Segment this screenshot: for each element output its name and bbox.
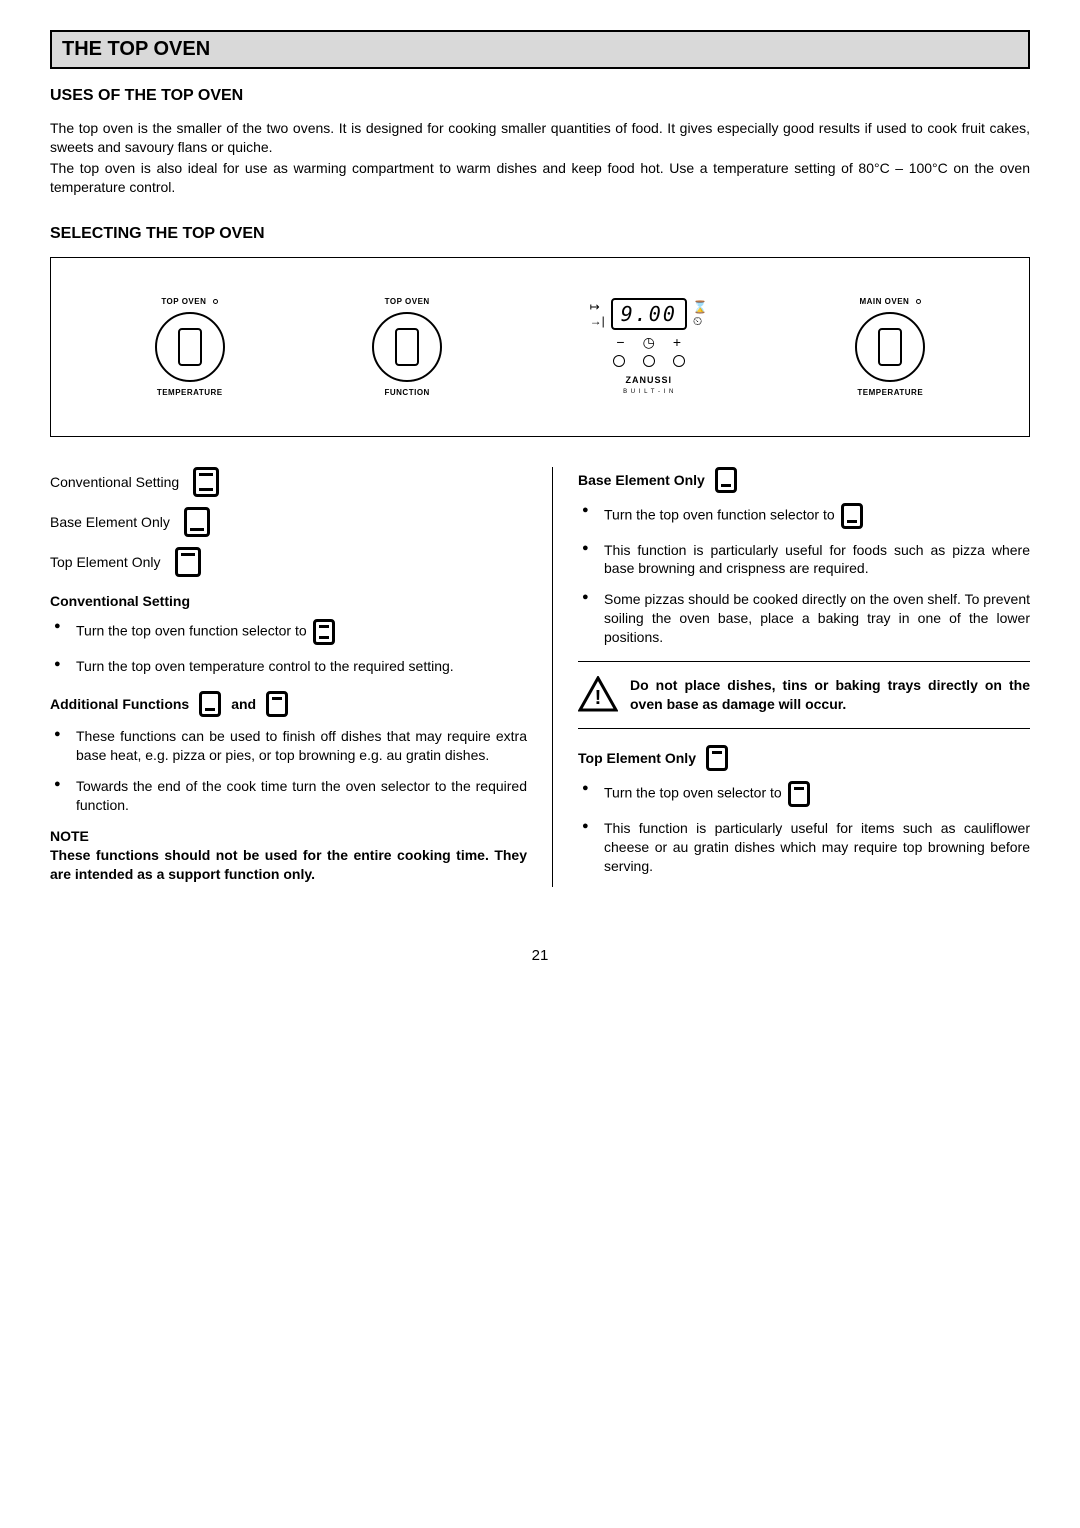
intro-para-2: The top oven is also ideal for use as wa… [50, 159, 1030, 197]
clock-buttons-row: − ◷ + [616, 334, 681, 351]
conventional-subheading: Conventional Setting [50, 593, 527, 609]
uses-heading: USES OF THE TOP OVEN [50, 87, 1030, 105]
brand-sub-label: B U I L T - I N [623, 389, 674, 395]
note-body: These functions should not be used for t… [50, 847, 527, 882]
svg-text:!: ! [595, 687, 602, 709]
list-item: These functions can be used to finish of… [50, 727, 527, 765]
conventional-bullet-list: Turn the top oven function selector to T… [50, 619, 527, 676]
brand-label: ZANUSSI [625, 375, 672, 385]
additional-bullet-list: These functions can be used to finish of… [50, 727, 527, 815]
base-element-row: Base Element Only [50, 507, 527, 537]
top-oven-temp-dial-group: TOP OVEN TEMPERATURE [155, 297, 225, 397]
list-item: Turn the top oven function selector to [578, 503, 1030, 529]
clock-display-group: ↦→| 9.00 ⌛⏲ − ◷ + ZANUSSI B U I L T - I … [590, 298, 708, 395]
top-element-heading-text: Top Element Only [578, 750, 696, 766]
list-item: Turn the top oven selector to [578, 781, 1030, 807]
clock-icon: ◷ [643, 334, 655, 351]
main-oven-label: MAIN OVEN [859, 297, 909, 306]
base-element-icon [841, 503, 863, 529]
additional-functions-subheading: Additional Functions and [50, 691, 527, 717]
note-title: NOTE [50, 828, 89, 844]
timer-symbols-icon: ⌛⏲ [693, 301, 708, 327]
clock-circles-row [613, 355, 685, 367]
top-oven-label-2: TOP OVEN [372, 297, 442, 306]
list-item: Towards the end of the cook time turn th… [50, 777, 527, 815]
indicator-dot-icon [213, 299, 218, 304]
conventional-element-icon [313, 619, 335, 645]
top-oven-function-dial-group: TOP OVEN FUNCTION [372, 297, 442, 397]
top-element-icon [706, 745, 728, 771]
base-element-subheading: Base Element Only [578, 467, 1030, 493]
main-temperature-label: TEMPERATURE [855, 388, 925, 397]
additional-functions-text: Additional Functions [50, 696, 189, 712]
list-item: Turn the top oven function selector to [50, 619, 527, 645]
main-oven-dial-group: MAIN OVEN TEMPERATURE [855, 297, 925, 397]
main-temperature-dial-icon [855, 312, 925, 382]
timer-arrows-icon: ↦→| [590, 301, 605, 327]
temperature-label: TEMPERATURE [155, 388, 225, 397]
circle-icon [613, 355, 625, 367]
list-item: Turn the top oven temperature control to… [50, 657, 527, 676]
conventional-setting-label: Conventional Setting [50, 474, 179, 490]
warning-row: ! Do not place dishes, tins or baking tr… [578, 676, 1030, 714]
circle-icon [643, 355, 655, 367]
warning-text: Do not place dishes, tins or baking tray… [630, 676, 1030, 714]
clock-lcd: 9.00 [611, 298, 687, 330]
indicator-dot-icon [916, 299, 921, 304]
minus-icon: − [616, 334, 624, 351]
separator-line [578, 661, 1030, 662]
function-label: FUNCTION [372, 388, 442, 397]
separator-line [578, 728, 1030, 729]
list-item: Some pizzas should be cooked directly on… [578, 590, 1030, 647]
top-element-icon [266, 691, 288, 717]
list-item: This function is particularly useful for… [578, 541, 1030, 579]
right-column: Base Element Only Turn the top oven func… [552, 467, 1030, 888]
title-bar: THE TOP OVEN [50, 30, 1030, 69]
base-element-heading-text: Base Element Only [578, 472, 705, 488]
list-item: This function is particularly useful for… [578, 819, 1030, 876]
note-block: NOTE These functions should not be used … [50, 827, 527, 884]
bullet-text: Turn the top oven function selector to [604, 506, 835, 522]
plus-icon: + [673, 334, 681, 351]
bullet-text: Turn the top oven selector to [604, 785, 782, 801]
control-panel-illustration: TOP OVEN TEMPERATURE TOP OVEN FUNCTION ↦… [50, 257, 1030, 437]
and-word: and [231, 696, 256, 712]
base-element-icon [715, 467, 737, 493]
selecting-heading: SELECTING THE TOP OVEN [50, 225, 1030, 243]
top-element-subheading: Top Element Only [578, 745, 1030, 771]
base-element-icon [199, 691, 221, 717]
left-column: Conventional Setting Base Element Only T… [50, 467, 527, 884]
conventional-subheading-text: Conventional Setting [50, 593, 190, 609]
top-element-bullet-list: Turn the top oven selector to This funct… [578, 781, 1030, 876]
intro-para-1: The top oven is the smaller of the two o… [50, 119, 1030, 157]
title-text: THE TOP OVEN [62, 38, 210, 60]
top-element-icon [175, 547, 201, 577]
page-number: 21 [50, 947, 1030, 964]
top-element-label: Top Element Only [50, 554, 161, 570]
circle-icon [673, 355, 685, 367]
base-element-label: Base Element Only [50, 514, 170, 530]
content-columns: Conventional Setting Base Element Only T… [50, 467, 1030, 888]
base-element-icon [184, 507, 210, 537]
top-element-row: Top Element Only [50, 547, 527, 577]
base-element-bullet-list: Turn the top oven function selector to T… [578, 503, 1030, 647]
top-oven-label: TOP OVEN [161, 297, 206, 306]
top-element-icon [788, 781, 810, 807]
conventional-element-icon [193, 467, 219, 497]
conventional-setting-row: Conventional Setting [50, 467, 527, 497]
warning-triangle-icon: ! [578, 676, 618, 712]
bullet-text: Turn the top oven function selector to [76, 622, 307, 638]
temperature-dial-icon [155, 312, 225, 382]
function-dial-icon [372, 312, 442, 382]
